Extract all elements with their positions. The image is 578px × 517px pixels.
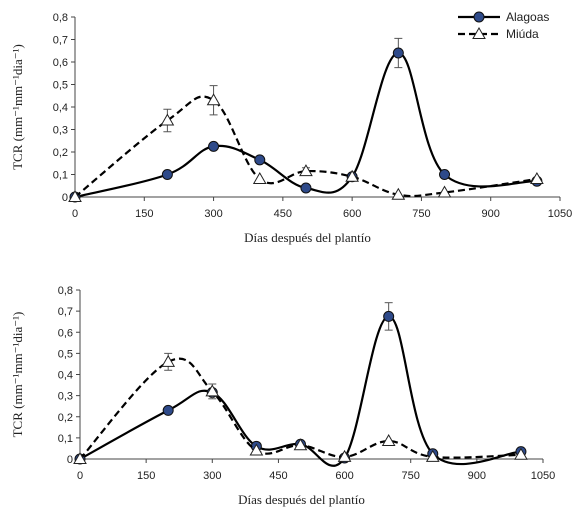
data-point (299, 164, 313, 177)
chart-bottom: 0 0,1 0,2 0,3 0,4 0,5 0,6 0,7 0,8 0 150 300 450 600 75… (10, 285, 555, 507)
data-point (381, 434, 396, 447)
data-point (293, 438, 308, 451)
y-tick-label: 0,1 (53, 170, 68, 182)
series-alagoas (69, 37, 543, 203)
x-tick-label: 450 (274, 208, 292, 220)
legend: Alagoas Miúda (458, 10, 549, 41)
data-point (383, 310, 395, 322)
data-point (162, 404, 174, 416)
legend-marker (473, 11, 485, 23)
data-point (439, 169, 451, 180)
x-tick-label: 600 (343, 208, 361, 220)
x-tick-label: 1050 (531, 470, 555, 482)
y-tick-label: 0,4 (53, 102, 68, 114)
x-tick-label: 150 (135, 208, 153, 220)
data-point (337, 449, 352, 462)
x-axis-label: Días después del plantío (238, 492, 365, 507)
y-tick-label: 0,6 (58, 327, 73, 339)
x-tick-label: 750 (402, 470, 420, 482)
y-tick-label: 0 (67, 454, 73, 466)
y-tick-label: 0,8 (58, 285, 73, 297)
y-tick-label: 0,4 (58, 370, 73, 382)
legend-label: Miúda (506, 27, 539, 41)
data-point (205, 384, 220, 397)
series-miúda (68, 85, 544, 202)
x-tick-label: 300 (203, 470, 221, 482)
data-point (161, 169, 173, 180)
y-tick-label: 0,3 (58, 391, 73, 403)
x-tick-label: 600 (335, 470, 353, 482)
data-point (68, 189, 82, 202)
data-point (249, 443, 264, 456)
data-point (73, 451, 87, 464)
series-line (74, 51, 537, 199)
legend-marker (472, 26, 486, 39)
data-point (392, 47, 404, 59)
y-tick-label: 0,2 (58, 412, 73, 424)
x-tick-label: 1050 (548, 208, 572, 220)
y-tick-label: 0,8 (53, 12, 68, 24)
data-point (252, 171, 267, 184)
x-tick-label: 900 (468, 470, 486, 482)
data-point (160, 113, 175, 126)
data-point (425, 449, 440, 462)
data-point (206, 93, 221, 106)
y-axis-label: TCR (mm⁻¹mm⁻¹dia⁻¹) (10, 44, 25, 170)
x-tick-label: 150 (137, 470, 155, 482)
y-axis-label: TCR (mm⁻¹mm⁻¹dia⁻¹) (10, 312, 25, 438)
x-tick-label: 300 (204, 208, 222, 220)
y-tick-label: 0,5 (58, 348, 73, 360)
data-point (300, 182, 312, 194)
data-point (514, 447, 528, 460)
series-line (74, 95, 538, 198)
data-point (254, 154, 266, 166)
x-tick-label: 750 (412, 208, 430, 220)
data-point (530, 171, 544, 184)
x-tick-label: 0 (72, 208, 78, 220)
y-tick-label: 0,7 (58, 306, 73, 318)
chart-top: 0 0,1 0,2 0,3 0,4 0,5 0,6 0,7 0,8 0 150 300 450 600 75… (10, 10, 572, 245)
series-line (79, 315, 522, 467)
x-tick-label: 900 (482, 208, 500, 220)
y-tick-label: 0,6 (53, 57, 68, 69)
y-tick-label: 0,7 (53, 35, 68, 47)
y-tick-label: 0,2 (53, 147, 68, 159)
data-point (345, 169, 360, 182)
series-miúda (73, 352, 528, 464)
y-tick-label: 0,5 (53, 80, 68, 92)
data-point (161, 354, 176, 367)
x-tick-label: 450 (269, 470, 287, 482)
x-axis-label: Días después del plantío (244, 230, 371, 245)
y-tick-label: 0,3 (53, 125, 68, 137)
x-tick-label: 0 (77, 470, 83, 482)
y-tick-label: 0 (62, 192, 68, 204)
legend-label: Alagoas (506, 10, 549, 24)
data-point (391, 187, 406, 200)
y-tick-label: 0,1 (58, 433, 73, 445)
data-point (437, 185, 452, 198)
data-point (208, 140, 220, 152)
